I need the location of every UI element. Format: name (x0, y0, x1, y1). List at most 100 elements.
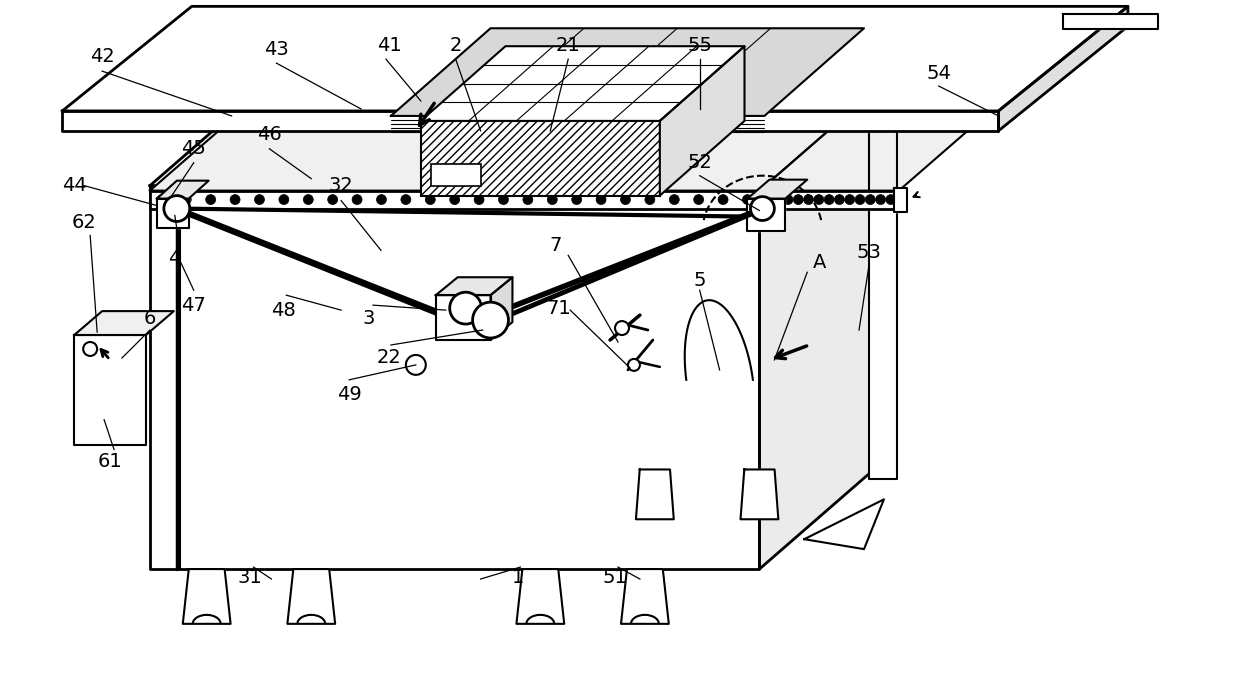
Text: 54: 54 (926, 63, 951, 82)
Polygon shape (621, 569, 668, 624)
Text: 41: 41 (377, 35, 402, 54)
Polygon shape (759, 86, 874, 569)
Text: 48: 48 (272, 300, 296, 319)
Circle shape (743, 195, 753, 204)
Polygon shape (74, 335, 146, 445)
Polygon shape (759, 191, 899, 208)
Polygon shape (740, 469, 779, 520)
Bar (430, 163, 481, 186)
Text: 53: 53 (857, 243, 882, 262)
Polygon shape (157, 199, 188, 228)
Text: 4: 4 (167, 249, 180, 268)
Circle shape (279, 195, 289, 204)
Text: 61: 61 (98, 452, 123, 471)
Circle shape (450, 292, 481, 324)
Circle shape (645, 195, 655, 204)
Polygon shape (288, 569, 335, 624)
Polygon shape (435, 277, 512, 295)
Circle shape (523, 195, 533, 204)
Polygon shape (157, 180, 208, 199)
Circle shape (164, 195, 190, 221)
Text: 42: 42 (89, 47, 114, 65)
Circle shape (304, 195, 314, 204)
Text: 3: 3 (363, 308, 376, 328)
Polygon shape (150, 186, 759, 569)
Text: 51: 51 (603, 567, 627, 586)
Text: A: A (812, 253, 826, 272)
Text: 22: 22 (377, 349, 402, 368)
Circle shape (157, 195, 167, 204)
Circle shape (474, 195, 484, 204)
Circle shape (763, 195, 773, 204)
Polygon shape (516, 569, 564, 624)
Circle shape (83, 342, 97, 356)
Polygon shape (805, 499, 884, 549)
Polygon shape (435, 295, 491, 340)
Polygon shape (74, 311, 174, 335)
Text: 46: 46 (257, 125, 281, 144)
Circle shape (596, 195, 606, 204)
Text: 55: 55 (687, 35, 712, 54)
Circle shape (670, 195, 680, 204)
Polygon shape (391, 29, 864, 116)
Circle shape (405, 355, 425, 375)
Text: 1: 1 (512, 567, 525, 586)
Polygon shape (748, 199, 785, 232)
Text: 21: 21 (556, 35, 580, 54)
Circle shape (181, 195, 191, 204)
Text: 5: 5 (693, 271, 706, 289)
Circle shape (844, 195, 854, 204)
Circle shape (835, 195, 844, 204)
Circle shape (498, 195, 508, 204)
Circle shape (254, 195, 264, 204)
Text: 52: 52 (687, 153, 712, 172)
Polygon shape (759, 91, 1013, 191)
Circle shape (352, 195, 362, 204)
Polygon shape (182, 569, 231, 624)
Polygon shape (748, 180, 807, 199)
Polygon shape (869, 86, 897, 479)
Polygon shape (998, 6, 1128, 131)
Polygon shape (636, 469, 673, 520)
Circle shape (206, 195, 216, 204)
Circle shape (794, 195, 804, 204)
Polygon shape (150, 91, 874, 191)
Polygon shape (420, 46, 744, 121)
Polygon shape (759, 86, 897, 186)
Circle shape (615, 321, 629, 335)
Circle shape (856, 195, 866, 204)
Text: 6: 6 (144, 308, 156, 328)
Text: 62: 62 (72, 213, 97, 232)
Text: 71: 71 (546, 299, 570, 317)
Polygon shape (1063, 14, 1158, 29)
Circle shape (773, 195, 782, 204)
Text: 2: 2 (449, 35, 461, 54)
Polygon shape (150, 86, 874, 186)
Circle shape (875, 195, 885, 204)
Text: 49: 49 (337, 385, 362, 405)
Text: 47: 47 (181, 296, 206, 315)
Circle shape (782, 195, 792, 204)
Polygon shape (150, 191, 759, 208)
Circle shape (750, 197, 774, 221)
Text: 44: 44 (62, 176, 87, 195)
Circle shape (450, 195, 460, 204)
Circle shape (866, 195, 875, 204)
Circle shape (572, 195, 582, 204)
Polygon shape (660, 46, 744, 195)
Circle shape (327, 195, 337, 204)
Circle shape (401, 195, 410, 204)
Circle shape (425, 195, 435, 204)
Text: 31: 31 (237, 567, 262, 586)
Circle shape (627, 359, 640, 371)
Polygon shape (62, 6, 1128, 111)
Circle shape (620, 195, 630, 204)
Circle shape (547, 195, 557, 204)
Polygon shape (420, 121, 660, 195)
Circle shape (825, 195, 835, 204)
Circle shape (693, 195, 703, 204)
Text: 45: 45 (181, 140, 206, 158)
Text: 7: 7 (549, 236, 562, 255)
Polygon shape (491, 277, 512, 340)
Circle shape (813, 195, 823, 204)
